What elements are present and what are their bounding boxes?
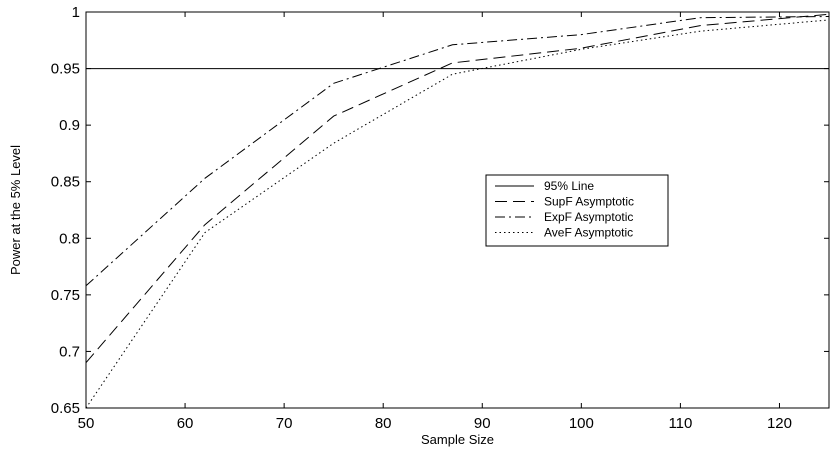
y-tick-label: 1 [72,4,80,21]
legend-label: AveF Asymptotic [544,226,633,240]
axis-ticks: 50 60 70 80 90 100 110 120 0.65 0.7 0.75 0.8 0.85 0.9… [51,4,829,432]
x-tick-label: 90 [474,415,491,432]
y-tick-label: 0.8 [59,230,80,247]
legend-box [485,174,669,247]
x-tick-label: 120 [767,415,792,432]
series-line-supf-asymptotic [85,13,830,364]
x-tick-label: 100 [569,415,594,432]
y-axis-label: Power at the 5% Level [8,145,23,275]
series-line-avef-asymptotic [85,19,830,409]
y-tick-label: 0.85 [51,174,80,191]
legend-label: ExpF Asymptotic [544,210,633,224]
series-line-expf-asymptotic [85,16,830,287]
y-tick-label: 0.7 [59,343,80,360]
y-tick-label: 0.65 [51,400,80,417]
y-tick-label: 0.75 [51,287,80,304]
x-tick-label: 80 [375,415,392,432]
legend-label: 95% Line [544,179,594,193]
y-tick-label: 0.9 [59,117,80,134]
series-lines [85,13,830,409]
y-tick-label: 0.95 [51,61,80,78]
x-axis-label: Sample Size [421,432,494,447]
plot-area [85,11,830,409]
x-tick-label: 110 [668,415,692,432]
x-tick-label: 60 [177,415,194,432]
x-tick-label: 70 [276,415,293,432]
x-tick-label: 50 [78,415,95,432]
legend-label: SupF Asymptotic [544,195,634,209]
